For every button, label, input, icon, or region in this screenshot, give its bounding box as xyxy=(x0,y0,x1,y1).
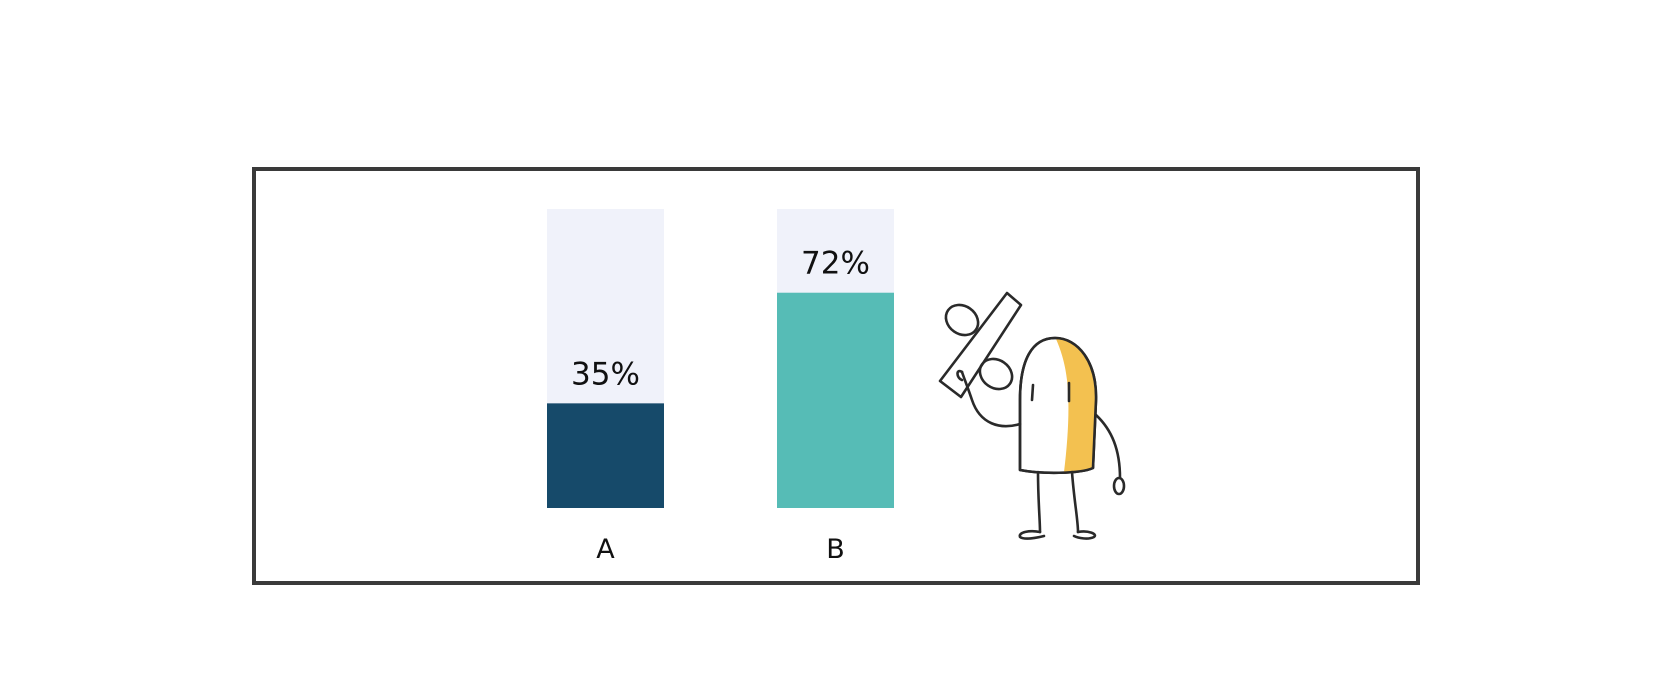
bar-a xyxy=(547,403,664,508)
bar-value-label-b: 72% xyxy=(801,246,870,282)
percent-sign-character-icon xyxy=(938,291,1126,540)
category-label-a: A xyxy=(596,534,615,565)
category-label-b: B xyxy=(826,534,845,565)
bar-value-label-a: 35% xyxy=(571,356,640,392)
bars-group: 35% A 72% B xyxy=(547,209,894,565)
character-accent xyxy=(1056,339,1097,472)
percent-glyph xyxy=(938,291,1023,399)
bar-b xyxy=(777,292,894,508)
